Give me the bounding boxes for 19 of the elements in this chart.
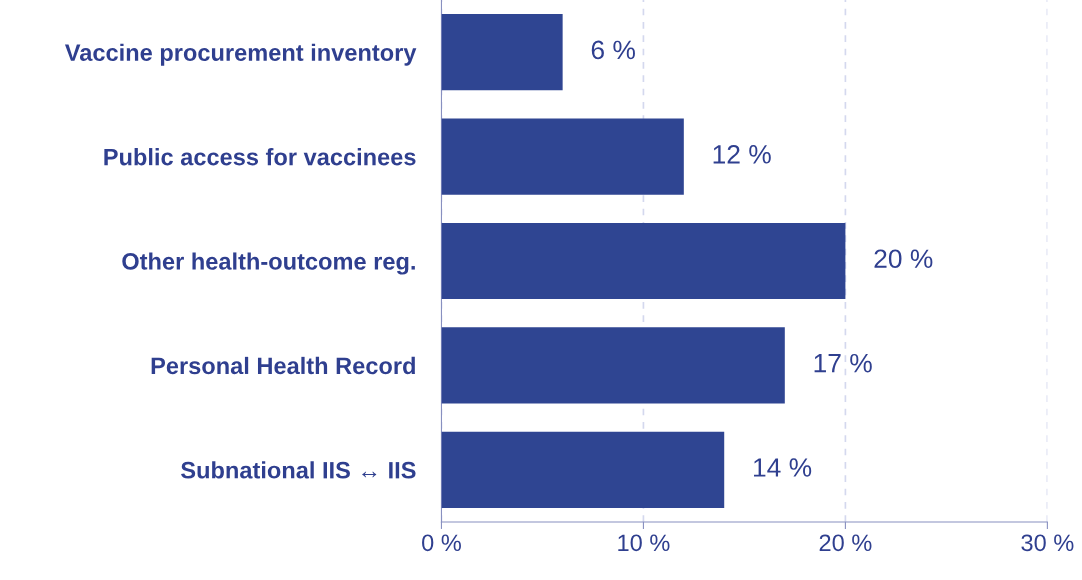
bar [441, 118, 684, 195]
x-tick-label: 20 % [819, 534, 872, 552]
bar [441, 431, 725, 508]
y-tick-label: Vaccine procurement inventory [64, 43, 417, 66]
x-tick-label: 10 % [618, 534, 670, 552]
y-tick-label: Subnational IIS ↔ IIS [181, 461, 416, 479]
data-label: 6 % [591, 40, 635, 60]
x-tick-label: 30 % [1021, 534, 1074, 552]
data-label: 17 % [814, 353, 872, 373]
data-label: 14 % [754, 458, 812, 477]
y-tick-label: Other health-outcome reg. [122, 252, 415, 275]
bar [441, 222, 846, 300]
y-tick-label: Personal Health Record [151, 356, 415, 375]
bar [441, 14, 563, 91]
bar [441, 327, 785, 404]
y-tick-label: Public access for vaccinees [104, 148, 416, 166]
data-label: 12 % [713, 145, 771, 164]
x-tick-label: 0 % [422, 534, 461, 552]
data-label: 20 % [874, 249, 933, 269]
